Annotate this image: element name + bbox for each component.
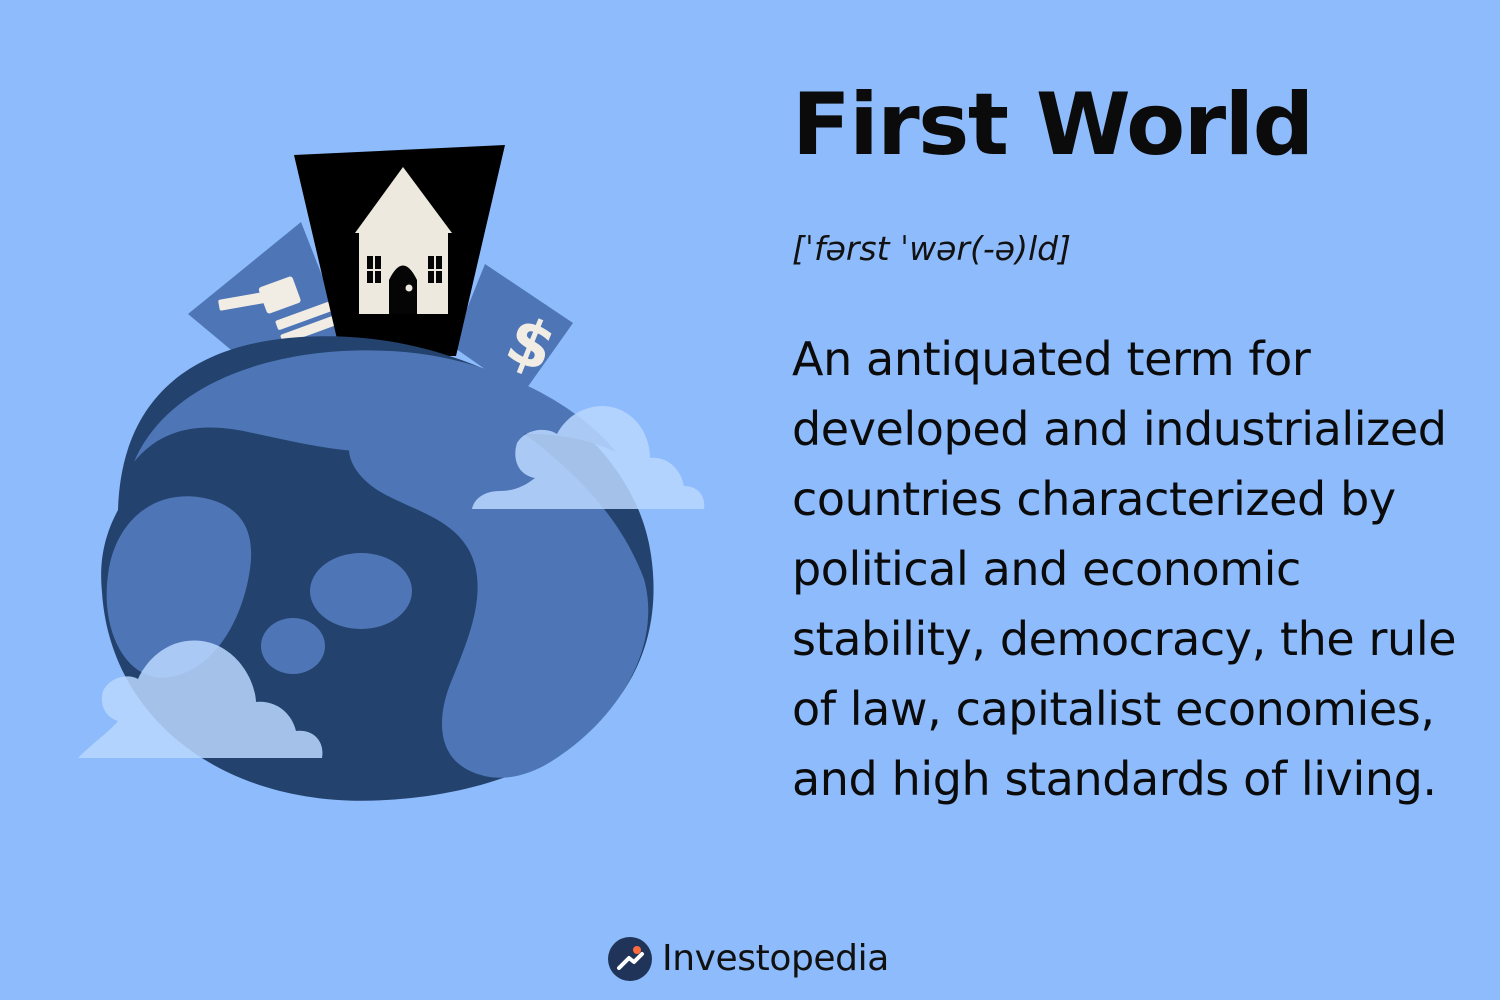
house-door <box>389 265 417 314</box>
gavel-base-line-1 <box>275 302 332 330</box>
brand-footer: Investopedia <box>608 932 889 986</box>
gavel-head <box>258 276 301 314</box>
definition-card: First World [ˈfərst ˈwər(-ə)ld] An antiq… <box>792 80 1482 815</box>
logo-line <box>617 952 644 970</box>
pronunciation-text: [ˈfərst ˈwər(-ə)ld] <box>792 229 1071 269</box>
cloud-left <box>78 640 323 758</box>
dollar-panel <box>452 264 573 395</box>
globe-island-lower <box>261 618 325 674</box>
cloud-icon <box>472 406 705 509</box>
house-sign <box>294 145 505 356</box>
brand-name: Investopedia <box>662 938 889 979</box>
globe-continent-left <box>106 496 252 678</box>
cloud-icon <box>78 640 323 758</box>
house-doorknob <box>405 284 413 292</box>
globe-illustration: $ <box>78 145 705 801</box>
house-icon <box>355 167 452 314</box>
investopedia-logo-icon <box>608 937 652 981</box>
gavel-base-line-2 <box>280 316 336 344</box>
house-roof <box>355 167 452 233</box>
cloud-right <box>472 406 705 509</box>
globe-island-center <box>310 553 412 629</box>
definition-text: An antiquated term for developed and ind… <box>792 332 1457 806</box>
illustration: $ <box>0 0 760 900</box>
logo-dot <box>633 946 641 954</box>
page-title: First World <box>792 75 1314 175</box>
gavel-icon <box>218 276 336 344</box>
globe-island-top <box>386 369 424 407</box>
